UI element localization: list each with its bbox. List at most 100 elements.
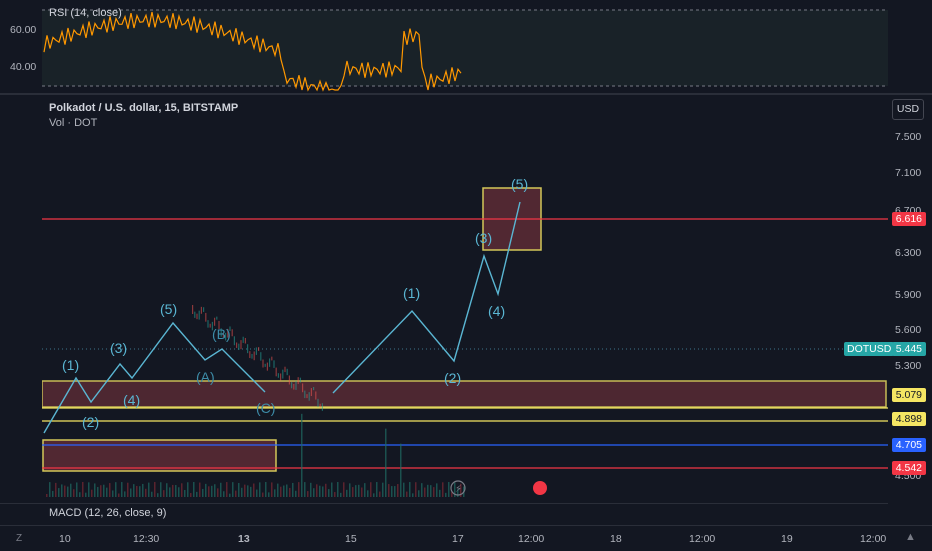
- volume-legend[interactable]: Vol · DOT: [49, 117, 98, 129]
- volume-bar: [304, 482, 306, 497]
- candle: [308, 392, 310, 401]
- settings-icon[interactable]: ▲: [905, 531, 916, 543]
- volume-bar: [379, 491, 381, 497]
- candle: [277, 373, 279, 378]
- candle: [194, 311, 196, 318]
- currency-button[interactable]: USD: [892, 99, 924, 120]
- volume-bar: [259, 482, 261, 497]
- volume-bar: [427, 484, 429, 497]
- volume-bar: [376, 482, 378, 497]
- volume-bar: [265, 482, 267, 497]
- us-flag-icon[interactable]: [533, 481, 547, 495]
- volume-bar: [94, 483, 96, 497]
- time-tick-1200-c: 12:00: [860, 533, 887, 545]
- volume-bar: [100, 485, 102, 497]
- volume-bar: [289, 487, 291, 497]
- volume-bar: [130, 488, 132, 497]
- volume-bar: [313, 488, 315, 497]
- time-axis[interactable]: [0, 525, 932, 551]
- candle: [271, 356, 273, 361]
- volume-bar: [127, 482, 129, 497]
- volume-bar: [322, 486, 324, 497]
- rsi-pane[interactable]: [42, 0, 888, 93]
- volume-bar: [163, 490, 165, 497]
- volume-bar: [457, 489, 459, 497]
- wave-label-1b: (1): [403, 285, 421, 301]
- volume-bar: [112, 490, 114, 497]
- volume-bar: [211, 485, 213, 497]
- volume-bars: [46, 413, 465, 497]
- macd-separator[interactable]: [0, 503, 888, 504]
- volume-bar: [217, 488, 219, 497]
- volume-bar: [316, 484, 318, 497]
- volume-bar: [370, 482, 372, 497]
- volume-bar: [109, 483, 111, 497]
- volume-bar: [250, 486, 252, 497]
- main-chart-pane[interactable]: ⚡: [41, 95, 888, 503]
- volume-bar: [352, 487, 354, 497]
- volume-bar: [139, 486, 141, 497]
- volume-bar: [418, 490, 420, 497]
- wave-label-5b: (5): [511, 176, 529, 192]
- candle: [238, 343, 240, 350]
- wave-label-a: (A): [196, 369, 215, 385]
- candle: [244, 337, 246, 344]
- candle: [249, 351, 251, 359]
- volume-bar: [460, 483, 462, 497]
- wave-label-3: (3): [110, 340, 128, 356]
- volume-bar: [373, 493, 375, 497]
- candle: [295, 380, 297, 390]
- time-tick-18: 18: [610, 533, 622, 545]
- macd-legend[interactable]: MACD (12, 26, close, 9): [49, 507, 167, 519]
- volume-bar: [91, 489, 93, 497]
- volume-bar: [343, 482, 345, 497]
- volume-bar: [253, 483, 255, 497]
- candle: [231, 329, 233, 337]
- volume-bar: [187, 482, 189, 497]
- candle: [284, 366, 286, 373]
- volume-bar: [349, 483, 351, 497]
- candle: [266, 362, 268, 371]
- candle: [211, 321, 213, 331]
- volume-bar: [58, 488, 60, 497]
- rsi-legend[interactable]: RSI (14, close): [49, 7, 122, 19]
- volume-bar: [169, 487, 171, 497]
- volume-bar: [310, 482, 312, 497]
- volume-bar: [292, 482, 294, 497]
- volume-bar: [412, 493, 414, 497]
- volume-bar: [229, 493, 231, 497]
- volume-bar: [385, 428, 387, 497]
- volume-bar: [184, 490, 186, 497]
- candle: [209, 323, 211, 328]
- volume-bar: [415, 482, 417, 497]
- wave-label-4: (4): [123, 392, 141, 408]
- candle: [205, 312, 207, 322]
- candle: [242, 336, 244, 343]
- zoom-icon[interactable]: Z: [16, 533, 23, 544]
- price-axis[interactable]: [888, 95, 932, 520]
- volume-bar: [448, 482, 450, 497]
- time-tick-13: 13: [238, 533, 250, 545]
- volume-bar: [358, 484, 360, 497]
- volume-bar: [85, 492, 87, 497]
- volume-bar: [208, 486, 210, 497]
- volume-bar: [160, 482, 162, 497]
- candle: [321, 403, 323, 411]
- wave-label-c: (C): [256, 400, 276, 416]
- volume-bar: [337, 482, 339, 497]
- candle: [273, 360, 275, 368]
- volume-bar: [142, 483, 144, 497]
- volume-bar: [226, 482, 228, 497]
- symbol-title[interactable]: Polkadot / U.S. dollar, 15, BITSTAMP: [49, 102, 239, 114]
- candle: [262, 359, 264, 368]
- pane-separator[interactable]: [0, 93, 932, 95]
- candle: [207, 320, 209, 328]
- dividend-icon[interactable]: [450, 480, 466, 496]
- volume-bar: [436, 483, 438, 497]
- volume-bar: [433, 487, 435, 497]
- candle: [218, 320, 220, 330]
- time-tick-1200-b: 12:00: [689, 533, 716, 545]
- volume-bar: [223, 491, 225, 497]
- candle: [297, 377, 299, 385]
- volume-bar: [247, 485, 249, 497]
